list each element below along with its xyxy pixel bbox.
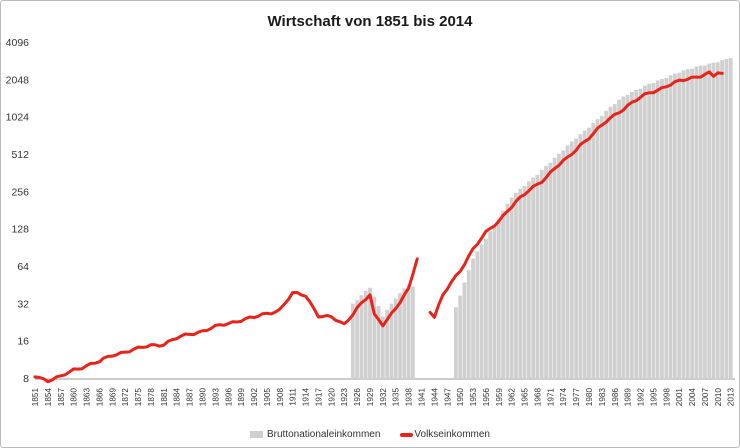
svg-text:1935: 1935 (392, 388, 401, 407)
svg-text:1890: 1890 (198, 388, 207, 407)
svg-text:2048: 2048 (6, 74, 30, 86)
svg-text:1932: 1932 (379, 388, 388, 407)
svg-text:1971: 1971 (546, 388, 555, 407)
svg-text:1869: 1869 (108, 388, 117, 407)
svg-text:1917: 1917 (314, 388, 323, 407)
svg-text:1863: 1863 (83, 388, 92, 407)
svg-text:1884: 1884 (173, 388, 182, 407)
svg-text:1857: 1857 (57, 388, 66, 407)
svg-text:1953: 1953 (469, 388, 478, 407)
svg-text:32: 32 (17, 298, 29, 310)
svg-text:1980: 1980 (585, 388, 594, 407)
svg-text:1989: 1989 (624, 388, 633, 407)
svg-text:1878: 1878 (147, 388, 156, 407)
svg-text:8: 8 (23, 373, 29, 385)
svg-text:128: 128 (11, 224, 29, 236)
svg-text:1956: 1956 (482, 388, 491, 407)
svg-text:1986: 1986 (611, 388, 620, 407)
svg-text:1914: 1914 (302, 388, 311, 407)
svg-text:1902: 1902 (250, 388, 259, 407)
svg-text:1866: 1866 (95, 388, 104, 407)
svg-text:1887: 1887 (186, 388, 195, 407)
svg-text:1938: 1938 (405, 388, 414, 407)
svg-text:1893: 1893 (211, 388, 220, 407)
svg-text:1968: 1968 (533, 388, 542, 407)
svg-text:1920: 1920 (327, 388, 336, 407)
svg-text:16: 16 (17, 336, 29, 348)
svg-text:1851: 1851 (31, 388, 40, 407)
svg-text:64: 64 (17, 261, 29, 273)
svg-text:2001: 2001 (675, 388, 684, 407)
svg-text:2004: 2004 (688, 388, 697, 407)
svg-text:1899: 1899 (237, 388, 246, 407)
svg-text:1983: 1983 (598, 388, 607, 407)
svg-text:1905: 1905 (263, 388, 272, 407)
svg-text:1998: 1998 (662, 388, 671, 407)
svg-text:1941: 1941 (418, 388, 427, 407)
svg-text:2010: 2010 (714, 388, 723, 407)
svg-text:1962: 1962 (508, 388, 517, 407)
svg-text:1854: 1854 (44, 388, 53, 407)
svg-text:512: 512 (11, 149, 29, 161)
svg-text:1950: 1950 (456, 388, 465, 407)
svg-text:1947: 1947 (443, 388, 452, 407)
svg-text:1926: 1926 (353, 388, 362, 407)
svg-text:1872: 1872 (121, 388, 130, 407)
svg-text:1881: 1881 (160, 388, 169, 407)
svg-text:1974: 1974 (559, 388, 568, 407)
svg-text:1860: 1860 (70, 388, 79, 407)
svg-text:1965: 1965 (521, 388, 530, 407)
svg-text:1923: 1923 (340, 388, 349, 407)
svg-text:1959: 1959 (495, 388, 504, 407)
svg-text:1896: 1896 (224, 388, 233, 407)
svg-text:1995: 1995 (649, 388, 658, 407)
svg-text:1908: 1908 (276, 388, 285, 407)
svg-text:1977: 1977 (572, 388, 581, 407)
svg-text:1992: 1992 (637, 388, 646, 407)
svg-text:2013: 2013 (727, 388, 736, 407)
svg-text:1929: 1929 (366, 388, 375, 407)
svg-text:1024: 1024 (6, 112, 30, 124)
svg-text:1911: 1911 (289, 388, 298, 406)
svg-text:4096: 4096 (6, 37, 30, 49)
svg-text:256: 256 (11, 186, 29, 198)
svg-text:1875: 1875 (134, 388, 143, 407)
svg-text:1944: 1944 (430, 388, 439, 407)
svg-text:2007: 2007 (701, 388, 710, 407)
